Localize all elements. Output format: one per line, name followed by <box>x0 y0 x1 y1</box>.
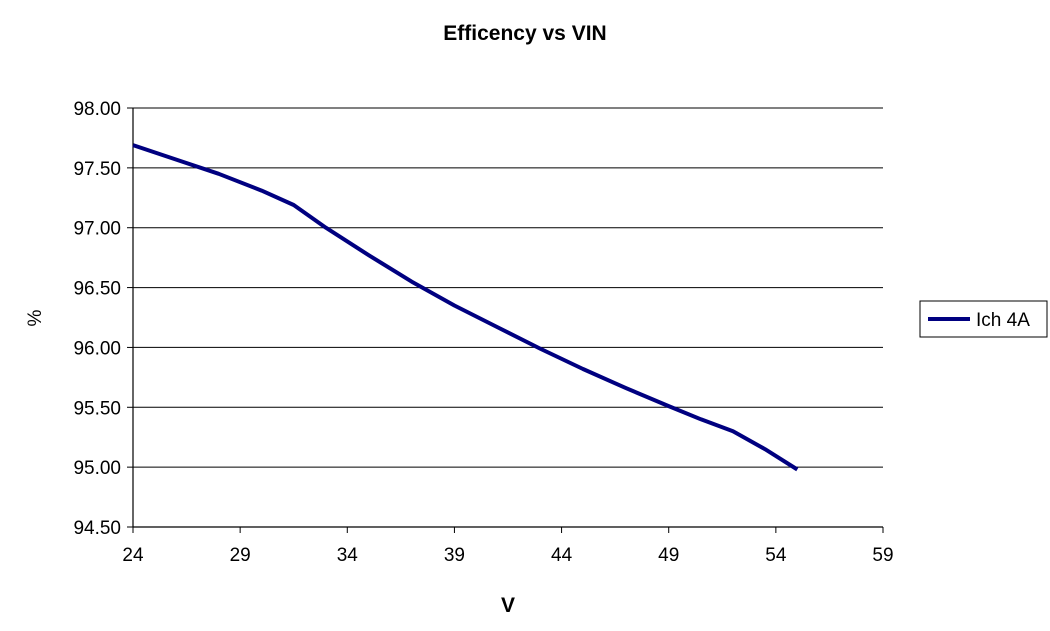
y-tick-label: 96.00 <box>73 338 121 359</box>
x-tick-label: 34 <box>337 545 359 566</box>
y-axis-label: % <box>25 309 46 326</box>
x-tick-label: 29 <box>230 545 251 566</box>
x-tick-label: 49 <box>658 545 679 566</box>
x-tick-label: 24 <box>122 545 144 566</box>
x-axis-ticks: 24 29 34 39 44 49 54 59 <box>122 527 894 566</box>
y-tick-label: 97.50 <box>73 159 121 180</box>
legend: Ich 4A <box>919 300 1048 338</box>
y-axis-ticks: 94.50 95.00 95.50 96.00 96.50 97.00 97.50 98.00 <box>73 99 133 539</box>
y-tick-label: 95.50 <box>73 398 121 419</box>
x-tick-label: 44 <box>551 545 573 566</box>
y-tick-label: 94.50 <box>73 518 121 539</box>
series-line-ich-4a <box>132 143 799 472</box>
legend-label: Ich 4A <box>976 310 1030 331</box>
y-tick-label: 95.00 <box>73 458 121 479</box>
x-tick-label: 39 <box>444 545 465 566</box>
x-axis-label: V <box>501 594 515 617</box>
series-lines <box>132 143 799 472</box>
chart-title: Efficency vs VIN <box>443 22 606 45</box>
grid-lines <box>133 107 883 468</box>
y-tick-label: 98.00 <box>73 99 121 120</box>
y-tick-label: 97.00 <box>73 219 121 240</box>
x-tick-label: 59 <box>872 545 893 566</box>
y-tick-label: 96.50 <box>73 279 121 300</box>
x-tick-label: 54 <box>765 545 787 566</box>
